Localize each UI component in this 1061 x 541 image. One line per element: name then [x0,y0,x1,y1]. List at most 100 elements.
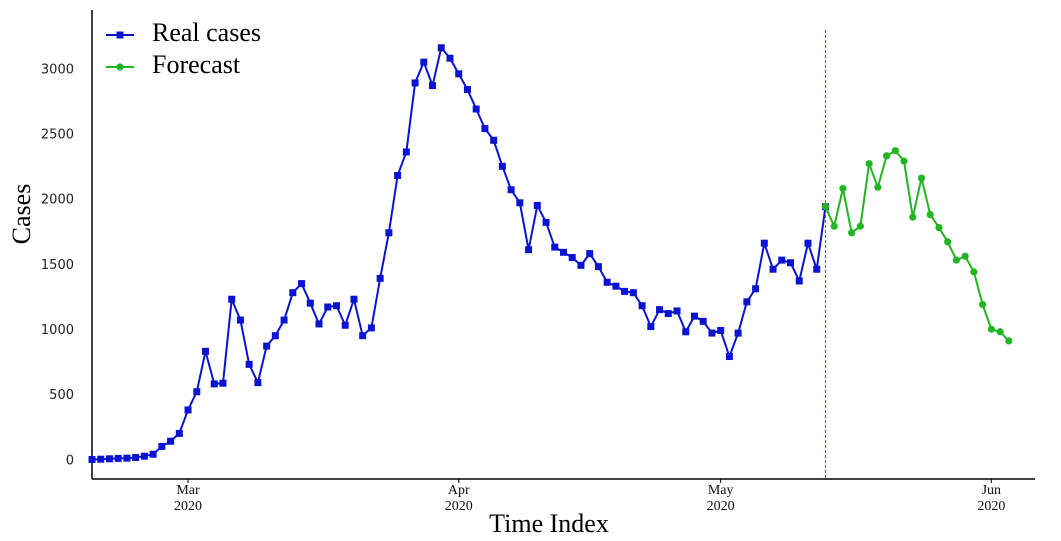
x-axis-label: Time Index [489,509,609,538]
point [236,316,244,324]
x-tick-label: Apr 2020 [444,483,473,514]
point [909,213,917,221]
point [560,248,567,256]
point [542,218,550,226]
point [149,450,157,458]
point [874,183,882,191]
point [193,388,201,396]
point [882,152,891,160]
point [394,171,402,179]
point [935,223,943,232]
point [848,229,856,237]
point [315,320,323,328]
point [516,199,524,207]
point [463,85,471,93]
point [420,58,428,66]
point [952,256,961,264]
point [708,329,716,337]
point [175,429,183,437]
point [795,277,803,285]
point [568,254,576,262]
x-tick-label: May 2020 [706,483,735,514]
point [725,353,733,361]
point [647,323,655,331]
y-tick-label: 2500 [41,128,74,143]
point [979,300,987,309]
point [787,259,795,267]
point [114,454,122,462]
point [586,250,594,258]
point [280,316,288,324]
y-axis-label: Cases [7,184,36,245]
point [376,274,384,282]
point [612,282,620,290]
series-line [91,45,827,461]
point [734,329,742,337]
point [970,268,978,276]
x-tick-label: Mar 2020 [174,483,203,514]
point [341,321,349,329]
point [856,222,864,230]
point [167,437,175,445]
point [638,302,646,310]
point [306,299,314,307]
legend-marker [116,63,124,71]
point [105,455,113,463]
x-tick-label: Jun 2020 [977,483,1006,514]
point [263,342,271,350]
point [123,454,131,462]
y-tick-label: 1000 [41,323,74,338]
point [385,229,393,237]
point [184,406,192,414]
point [865,160,873,168]
legend-marker [116,31,124,39]
point [429,82,437,90]
point [158,442,166,450]
point [332,302,340,310]
y-tick-label: 1500 [41,258,74,273]
point [682,328,690,336]
point [455,70,463,78]
legend-label: Forecast [152,50,241,79]
point [656,306,664,314]
point [490,136,498,144]
point [437,44,445,52]
point [743,298,751,306]
y-tick-label: 0 [66,453,74,468]
point [577,261,585,269]
point [507,186,515,194]
point [621,287,629,295]
point [664,310,672,318]
point [219,379,227,387]
point [690,312,698,320]
point [210,380,218,388]
point [411,79,419,87]
point [752,285,760,293]
point [673,307,681,315]
point [839,184,847,193]
point [926,210,934,219]
point [271,332,279,340]
y-tick-label: 500 [49,388,74,403]
point [603,278,611,286]
point [140,452,148,460]
point [778,256,786,264]
point [629,289,637,297]
point [132,454,140,462]
point [202,347,210,355]
point [821,203,830,211]
point [359,332,367,340]
point [367,324,375,332]
point [298,280,306,288]
point [350,295,358,303]
point [996,328,1004,336]
point [961,252,969,260]
point [804,239,812,247]
point [472,105,480,113]
point [228,295,236,303]
point [830,222,838,230]
point [769,265,777,273]
point [88,455,96,463]
